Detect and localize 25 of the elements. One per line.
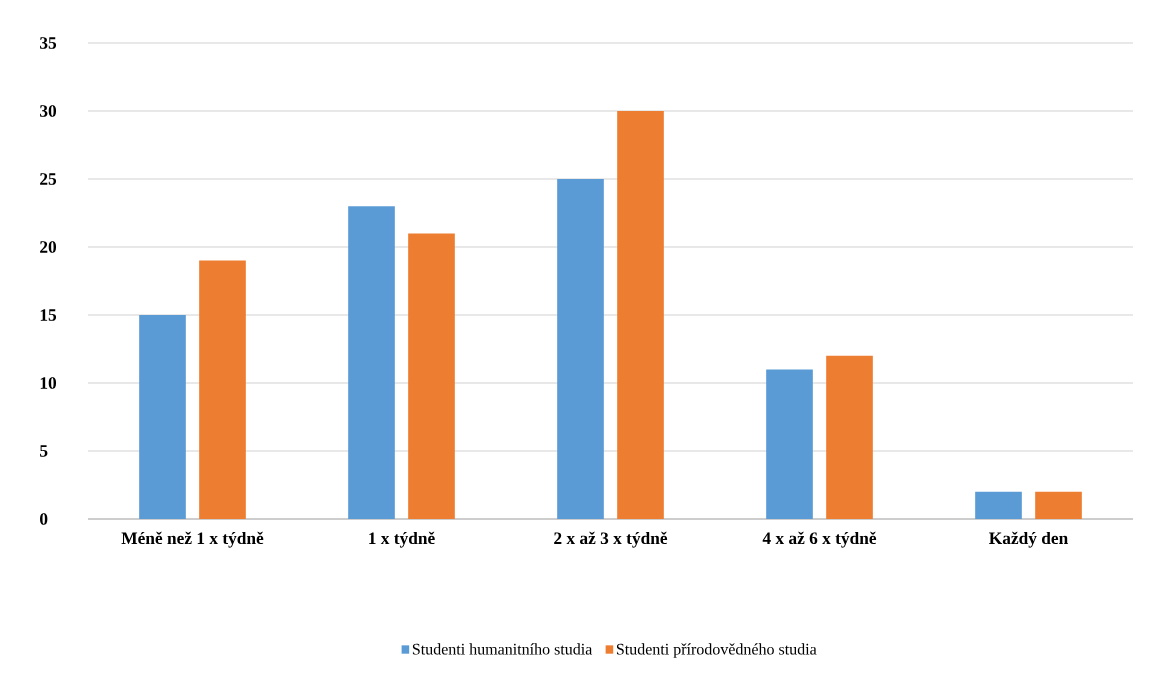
- x-tick-label: 4 x až 6 x týdně: [762, 531, 877, 548]
- y-tick-label: 25: [40, 173, 57, 185]
- y-tick-label: 5: [40, 445, 48, 457]
- y-tick-label: 35: [40, 37, 57, 49]
- bar: [1035, 491, 1082, 519]
- y-tick-label: 10: [40, 377, 57, 389]
- y-tick-label: 20: [40, 241, 57, 253]
- legend-label: Studenti přírodovědného studia: [616, 643, 817, 658]
- bar: [408, 233, 455, 519]
- bar: [348, 206, 395, 519]
- bar: [975, 491, 1022, 519]
- legend-label: Studenti humanitního studia: [412, 643, 593, 655]
- y-tick-label: 30: [40, 105, 57, 117]
- x-tick-label: Méně než 1 x týdně: [121, 531, 264, 548]
- bar: [826, 355, 873, 519]
- bar: [199, 260, 246, 519]
- x-tick-label: 1 x týdně: [369, 531, 435, 548]
- bar: [617, 111, 664, 519]
- y-tick-label: 15: [40, 309, 57, 321]
- bar: [766, 369, 813, 519]
- x-tick-label: 2 x až 3 x týdně: [554, 531, 668, 548]
- bar: [557, 179, 604, 519]
- bar: [139, 315, 186, 519]
- y-tick-label: 0: [40, 513, 48, 525]
- x-tick-label: Každý den: [989, 531, 1068, 548]
